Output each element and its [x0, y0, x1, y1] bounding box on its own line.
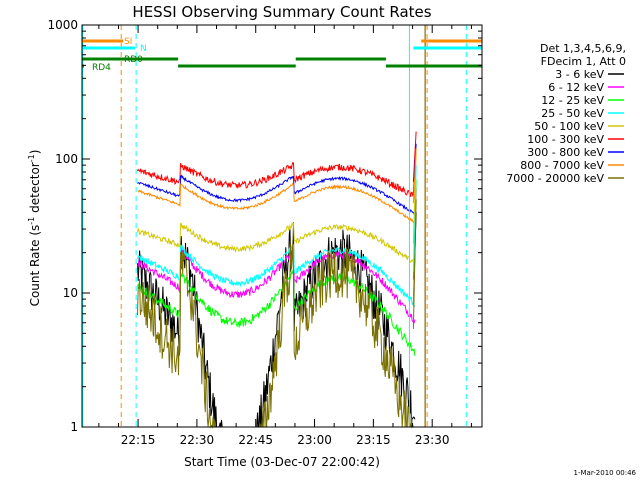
series-spike [412, 199, 417, 329]
legend-label: 7000 - 20000 keV [506, 172, 604, 185]
flag-bar-label: SI [124, 37, 132, 47]
legend-label: 25 - 50 keV [541, 107, 604, 120]
flag-bar-label: RD4 [92, 63, 111, 73]
legend-label: 800 - 7000 keV [520, 159, 604, 172]
y-axis-label-part: detector [28, 162, 42, 217]
y-axis-label-part: ) [28, 150, 42, 155]
x-tick-label: 23:15 [356, 433, 391, 447]
x-tick-label: 22:15 [121, 433, 156, 447]
flag-bar-label: N [140, 44, 147, 54]
y-axis-label-sup: -1 [27, 154, 36, 162]
series-line [137, 161, 416, 200]
x-axis-label: Start Time (03-Dec-07 22:00:42) [184, 455, 380, 469]
footer-date: 1-Mar-2010 00:46 [574, 469, 637, 477]
y-axis-label: Count Rate (s-1 detector-1) [27, 150, 42, 307]
y-tick-label: 10 [63, 286, 78, 300]
legend-header: FDecim 1, Att 0 [541, 55, 626, 68]
legend-label: 6 - 12 keV [548, 81, 604, 94]
axes: 1 10 100 1000 22:15 22:30 22:45 23:00 23:15 23:30 [47, 18, 483, 447]
series-line [137, 240, 415, 429]
legend-label: 50 - 100 keV [534, 120, 604, 133]
x-tick-label: 23:30 [415, 433, 450, 447]
series-spike [412, 131, 417, 182]
legend-label: 3 - 6 keV [555, 68, 604, 81]
y-axis-label-part: Count Rate (s [28, 225, 42, 307]
x-tick-label: 23:00 [297, 433, 332, 447]
plot-area [82, 25, 467, 429]
y-tick-label: 100 [55, 152, 78, 166]
series-spike [412, 148, 417, 204]
y-axis-label-sup: -1 [27, 217, 36, 225]
legend-label: 300 - 800 keV [527, 146, 604, 159]
x-tick-label: 22:30 [180, 433, 215, 447]
series-line [137, 174, 416, 216]
y-tick-label: 1 [70, 420, 78, 434]
legend-label: 100 - 300 keV [527, 133, 604, 146]
legend-header: Det 1,3,4,5,6,9, [540, 42, 626, 55]
flag-bar-label: RD0 [124, 55, 143, 65]
series-line [137, 182, 416, 224]
plot-frame [81, 24, 483, 428]
y-tick-label: 1000 [47, 18, 78, 32]
chart-title: HESSI Observing Summary Count Rates [132, 3, 431, 21]
series-line [137, 221, 416, 263]
x-tick-label: 22:45 [238, 433, 273, 447]
series-spike [412, 153, 417, 244]
legend-label: 12 - 25 keV [541, 94, 604, 107]
